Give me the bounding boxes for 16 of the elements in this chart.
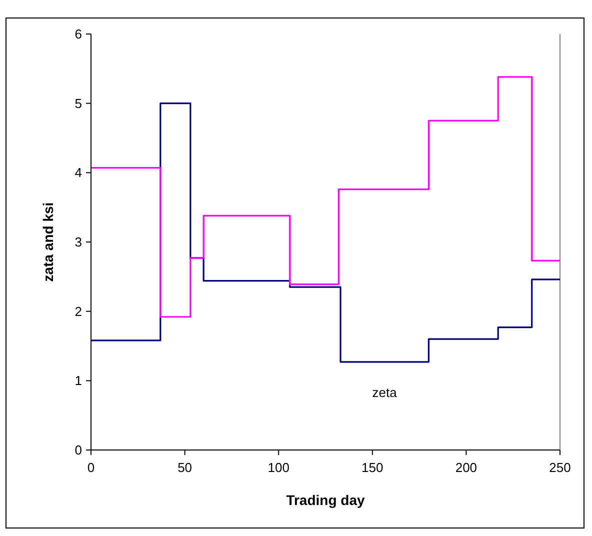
x-tick-label: 0 bbox=[87, 460, 95, 475]
x-tick-label: 100 bbox=[268, 460, 290, 475]
y-tick-label: 5 bbox=[74, 96, 82, 111]
y-axis-title: zata and ksi bbox=[40, 202, 56, 282]
x-tick-label: 50 bbox=[178, 460, 192, 475]
y-tick-label: 3 bbox=[74, 234, 82, 250]
x-tick-label: 150 bbox=[362, 460, 384, 475]
series-label: zeta bbox=[372, 384, 398, 400]
x-tick-label: 250 bbox=[549, 460, 571, 475]
x-tick-label: 200 bbox=[455, 460, 478, 475]
y-tick-label: 4 bbox=[74, 165, 82, 180]
y-tick-label: 2 bbox=[74, 304, 82, 319]
x-axis-title: Trading day bbox=[286, 492, 365, 508]
y-tick-label: 1 bbox=[74, 373, 82, 388]
y-tick-label: 6 bbox=[74, 26, 82, 42]
y-tick-label: 0 bbox=[74, 442, 82, 458]
